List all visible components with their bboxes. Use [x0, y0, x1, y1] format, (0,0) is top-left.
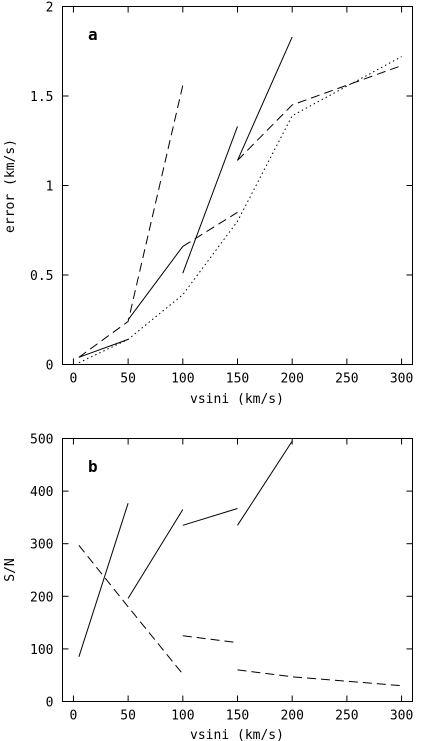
y-tick-label: 1	[46, 180, 54, 195]
y-tick-label: 300	[30, 538, 53, 553]
panel-b-ticks: 0 50 100 150 200 250 300 0 100 200 300 400 500	[30, 433, 413, 724]
series-line-dashed	[78, 85, 184, 358]
series-line-solid	[78, 503, 129, 657]
series-line-solid	[127, 246, 184, 321]
x-tick-label: 100	[171, 709, 194, 724]
series-line-dashed	[182, 211, 238, 247]
panel-a: a vsini (km/s) error (km/s) 0 50 100 150 200…	[3, 1, 413, 408]
series-line-solid	[182, 126, 238, 274]
y-tick-label: 0	[46, 359, 54, 374]
panel-a-series	[78, 36, 402, 364]
x-tick-label: 0	[70, 372, 78, 387]
panel-b-label: b	[88, 457, 98, 476]
series-line-dashed	[237, 65, 402, 161]
x-tick-label: 250	[335, 709, 358, 724]
series-line-dashed	[78, 544, 184, 675]
panel-a-ticks: 0 50 100 150 200 250 300 0 0.5 1 1.5 2	[30, 1, 413, 387]
y-tick-label: 400	[30, 485, 53, 500]
y-tick-label: 2	[46, 1, 54, 16]
x-tick-label: 150	[226, 709, 249, 724]
panel-a-x-axis-title: vsini (km/s)	[190, 392, 284, 407]
series-line-dashed	[237, 669, 402, 687]
panel-a-frame	[62, 6, 413, 365]
series-line-dashed	[182, 635, 238, 644]
x-tick-label: 250	[335, 372, 358, 387]
x-tick-label: 100	[171, 372, 194, 387]
x-tick-label: 300	[390, 372, 413, 387]
x-tick-label: 50	[120, 372, 136, 387]
x-tick-label: 200	[280, 709, 303, 724]
panel-a-label: a	[88, 25, 98, 44]
x-tick-label: 0	[70, 709, 78, 724]
panel-b-x-axis-title: vsini (km/s)	[190, 728, 284, 741]
y-tick-label: 500	[30, 433, 53, 448]
x-tick-label: 50	[120, 709, 136, 724]
y-tick-label: 100	[30, 643, 53, 658]
x-tick-label: 150	[226, 372, 249, 387]
x-tick-label: 300	[390, 709, 413, 724]
series-line-solid	[127, 509, 184, 599]
series-line-dotted	[78, 56, 402, 364]
series-line-solid	[182, 508, 238, 526]
series-line-solid	[78, 338, 129, 358]
panel-b-frame	[62, 438, 413, 702]
y-tick-label: 0.5	[30, 269, 53, 284]
panel-a-y-axis-title: error (km/s)	[3, 139, 18, 233]
y-tick-label: 200	[30, 590, 53, 605]
series-line-solid	[237, 440, 293, 526]
panel-b-series	[78, 440, 402, 687]
y-tick-label: 0	[46, 696, 54, 711]
series-line-solid	[237, 36, 293, 161]
y-tick-label: 1.5	[30, 90, 53, 105]
panel-b-y-axis-title: S/N	[3, 558, 18, 581]
panel-b: b vsini (km/s) S/N 0 50 100 150 200 250 300 0 10…	[3, 433, 413, 741]
x-tick-label: 200	[280, 372, 303, 387]
